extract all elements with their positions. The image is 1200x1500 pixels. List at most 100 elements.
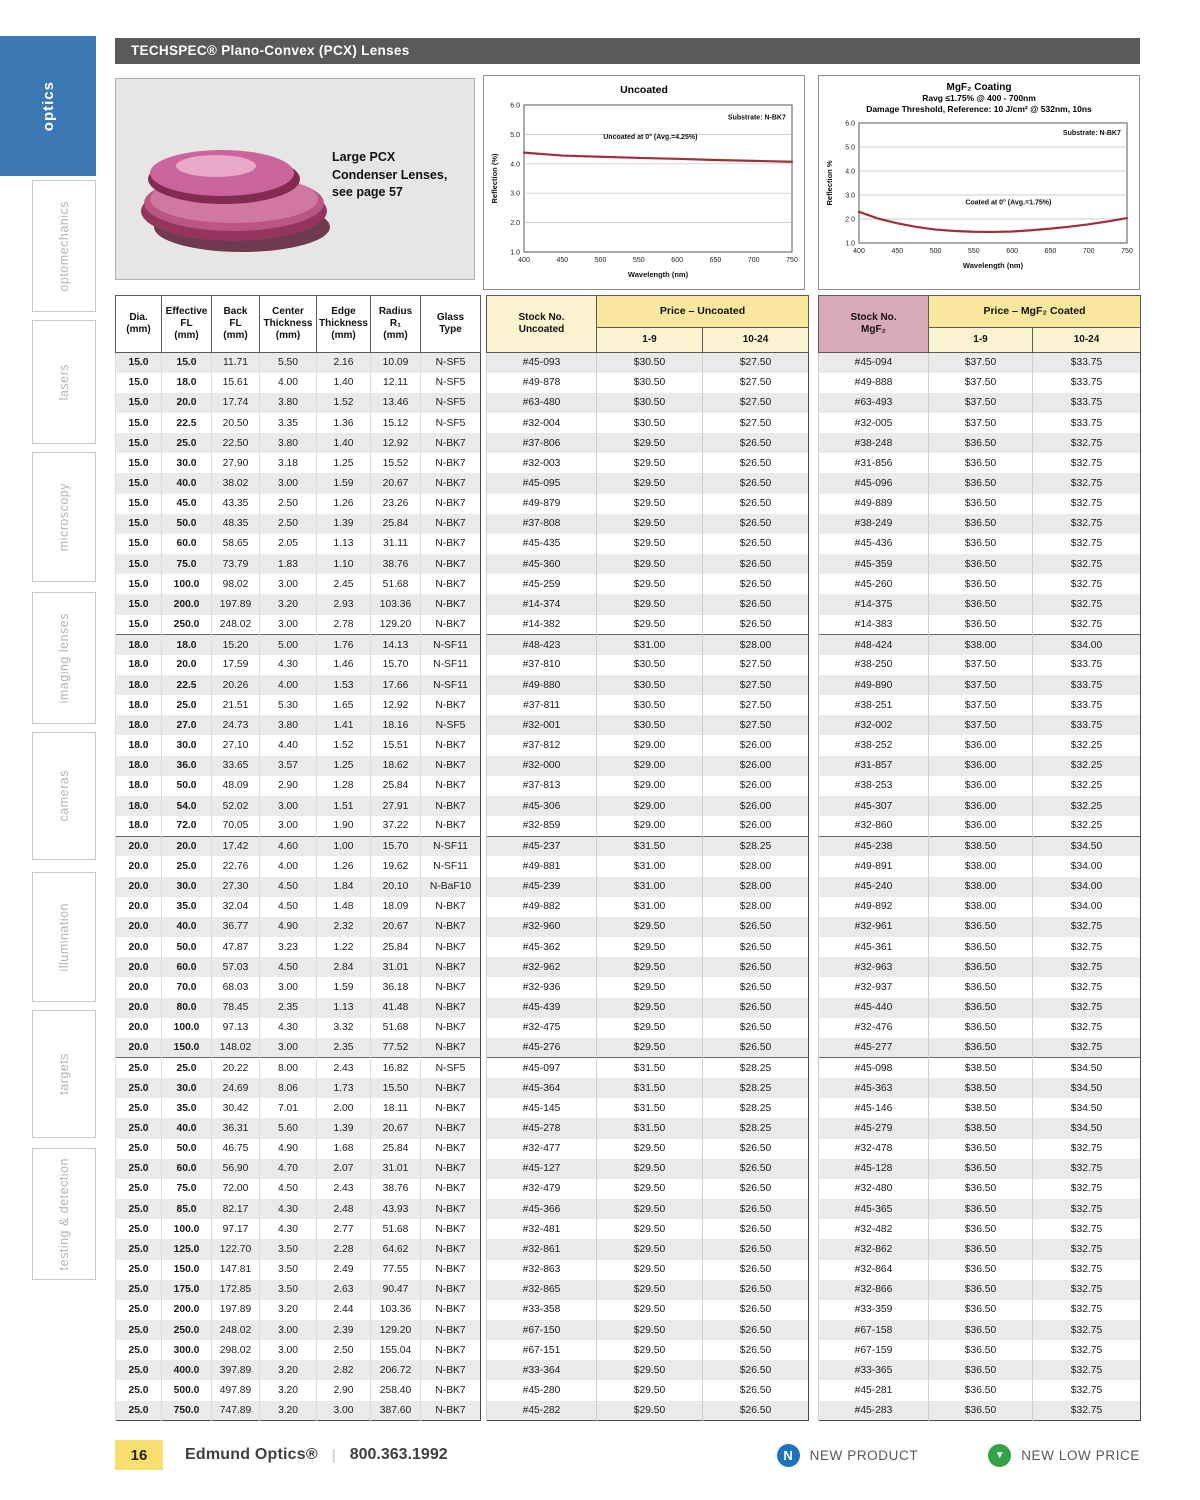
center-thickness-cell: 5.30 xyxy=(259,695,317,716)
table-row: #45-440 $36.50 $32.75 xyxy=(818,997,1141,1018)
stock-no-uncoated-cell: #45-259 xyxy=(486,574,597,595)
price-10-24-cell: $32.75 xyxy=(1031,1017,1141,1038)
price-1-9-cell: $29.50 xyxy=(596,937,703,958)
radius-cell: 206.72 xyxy=(370,1360,421,1381)
stock-no-uncoated-cell: #32-000 xyxy=(486,755,597,776)
glass-type-cell: N-BK7 xyxy=(420,1078,481,1099)
table-row: #45-094 $37.50 $33.75 xyxy=(818,352,1141,373)
stock-no-mgf2-cell: #32-476 xyxy=(818,1017,929,1038)
edge-thickness-cell: 2.00 xyxy=(316,1098,371,1119)
price-10-24-cell: $26.50 xyxy=(701,1037,809,1058)
sidebar-item-testing-detection[interactable]: testing & detection xyxy=(32,1148,96,1280)
table-row: #45-238 $38.50 $34.50 xyxy=(818,835,1141,857)
table-row: #49-891 $38.00 $34.00 xyxy=(818,856,1141,877)
svg-text:1.0: 1.0 xyxy=(510,250,520,257)
price-10-24-cell: $26.50 xyxy=(701,977,809,998)
price-1-9-cell: $36.00 xyxy=(928,735,1033,756)
radius-cell: 27.91 xyxy=(370,795,421,817)
sidebar-item-illumination[interactable]: illumination xyxy=(32,872,96,1002)
table-row: 15.0 60.0 58.65 2.05 1.13 31.11 N-BK7 xyxy=(115,533,481,555)
bfl-cell: 397.89 xyxy=(211,1360,260,1381)
table-row: 18.0 22.5 20.26 4.00 1.53 17.66 N-SF11 xyxy=(115,675,481,696)
dia-cell: 25.0 xyxy=(115,1279,162,1300)
bfl-cell: 20.22 xyxy=(211,1057,260,1079)
glass-type-cell: N-BK7 xyxy=(420,937,481,958)
price-10-24-cell: $28.00 xyxy=(701,634,809,655)
bfl-cell: 73.79 xyxy=(211,554,260,575)
price-1-9-cell: $36.50 xyxy=(928,937,1033,958)
phone-number[interactable]: 800.363.1992 xyxy=(349,1446,448,1463)
sidebar-item-imaging-lenses[interactable]: imaging lenses xyxy=(32,592,96,724)
efl-cell: 50.0 xyxy=(161,513,212,534)
edge-thickness-cell: 2.93 xyxy=(316,594,371,615)
radius-cell: 10.09 xyxy=(370,352,421,373)
stock-no-uncoated-cell: #32-936 xyxy=(486,977,597,998)
glass-type-cell: N-BK7 xyxy=(420,614,481,635)
price-10-24-cell: $28.00 xyxy=(701,876,809,897)
price-10-24-cell: $26.50 xyxy=(701,1199,809,1220)
radius-cell: 103.36 xyxy=(370,1299,421,1320)
table-row: #63-493 $37.50 $33.75 xyxy=(818,392,1141,413)
price-10-24-cell: $26.50 xyxy=(701,957,809,978)
table-row: #38-253 $36.00 $32.25 xyxy=(818,775,1141,796)
sidebar-item-optomechanics[interactable]: optomechanics xyxy=(32,180,96,312)
efl-cell: 60.0 xyxy=(161,957,212,978)
bfl-cell: 17.74 xyxy=(211,392,260,413)
sidebar-item-microscopy[interactable]: microscopy xyxy=(32,452,96,582)
dia-cell: 15.0 xyxy=(115,574,162,595)
radius-cell: 64.62 xyxy=(370,1239,421,1260)
price-1-9-cell: $36.50 xyxy=(928,513,1033,534)
center-thickness-cell: 3.80 xyxy=(259,392,317,413)
table-row: #38-251 $37.50 $33.75 xyxy=(818,695,1141,716)
center-thickness-cell: 3.20 xyxy=(259,1299,317,1320)
sidebar-item-lasers[interactable]: lasers xyxy=(32,320,96,444)
table-row: #45-277 $36.50 $32.75 xyxy=(818,1037,1141,1058)
sidebar-item-optics[interactable]: optics xyxy=(0,36,96,176)
sidebar-item-targets[interactable]: targets xyxy=(32,1010,96,1138)
price-1-9-cell: $29.50 xyxy=(596,1400,703,1421)
edge-thickness-cell: 1.25 xyxy=(316,755,371,776)
efl-cell: 40.0 xyxy=(161,1118,212,1139)
price-1-9-cell: $36.50 xyxy=(928,1239,1033,1260)
price-10-24-cell: $26.50 xyxy=(701,493,809,514)
stock-no-mgf2-cell: #38-250 xyxy=(818,654,929,675)
center-thickness-cell: 3.50 xyxy=(259,1259,317,1280)
svg-text:650: 650 xyxy=(710,257,722,264)
price-10-24-cell: $27.50 xyxy=(701,372,809,393)
glass-type-cell: N-BK7 xyxy=(420,1360,481,1381)
svg-text:500: 500 xyxy=(930,248,942,255)
radius-cell: 36.18 xyxy=(370,977,421,998)
sidebar-item-cameras[interactable]: cameras xyxy=(32,732,96,860)
edge-thickness-cell: 2.43 xyxy=(316,1178,371,1200)
efl-cell: 200.0 xyxy=(161,594,212,615)
table-row: #32-861 $29.50 $26.50 xyxy=(486,1239,809,1260)
price-1-9-cell: $29.50 xyxy=(596,1279,703,1300)
edge-thickness-cell: 1.00 xyxy=(316,835,371,857)
bfl-cell: 15.61 xyxy=(211,372,260,393)
bfl-cell: 11.71 xyxy=(211,352,260,373)
table-row: 25.0 175.0 172.85 3.50 2.63 90.47 N-BK7 xyxy=(115,1279,481,1300)
price-1-9-cell: $29.50 xyxy=(596,1219,703,1240)
efl-cell: 20.0 xyxy=(161,654,212,675)
table-row: 25.0 300.0 298.02 3.00 2.50 155.04 N-BK7 xyxy=(115,1340,481,1361)
table-row: #67-150 $29.50 $26.50 xyxy=(486,1320,809,1341)
price-10-24-cell: $32.75 xyxy=(1031,433,1141,454)
price-1-9-cell: $36.50 xyxy=(928,977,1033,998)
stock-no-uncoated-cell: #32-001 xyxy=(486,715,597,736)
glass-type-cell: N-BK7 xyxy=(420,554,481,575)
glass-type-cell: N-SF5 xyxy=(420,412,481,434)
efl-cell: 75.0 xyxy=(161,554,212,575)
stock-no-mgf2-cell: #45-365 xyxy=(818,1199,929,1220)
bfl-cell: 32.04 xyxy=(211,896,260,917)
radius-cell: 38.76 xyxy=(370,554,421,575)
price-10-24-cell: $32.75 xyxy=(1031,977,1141,998)
price-1-9-cell: $31.50 xyxy=(596,1118,703,1139)
price-10-24-cell: $26.50 xyxy=(701,433,809,454)
table-row: #45-282 $29.50 $26.50 xyxy=(486,1400,809,1421)
price-1-9-cell: $30.50 xyxy=(596,675,703,696)
price-1-9-cell: $36.00 xyxy=(928,795,1033,817)
table-row: #45-260 $36.50 $32.75 xyxy=(818,574,1141,595)
table-row: 15.0 45.0 43.35 2.50 1.26 23.26 N-BK7 xyxy=(115,493,481,514)
center-thickness-cell: 8.06 xyxy=(259,1078,317,1099)
bfl-cell: 36.31 xyxy=(211,1118,260,1139)
